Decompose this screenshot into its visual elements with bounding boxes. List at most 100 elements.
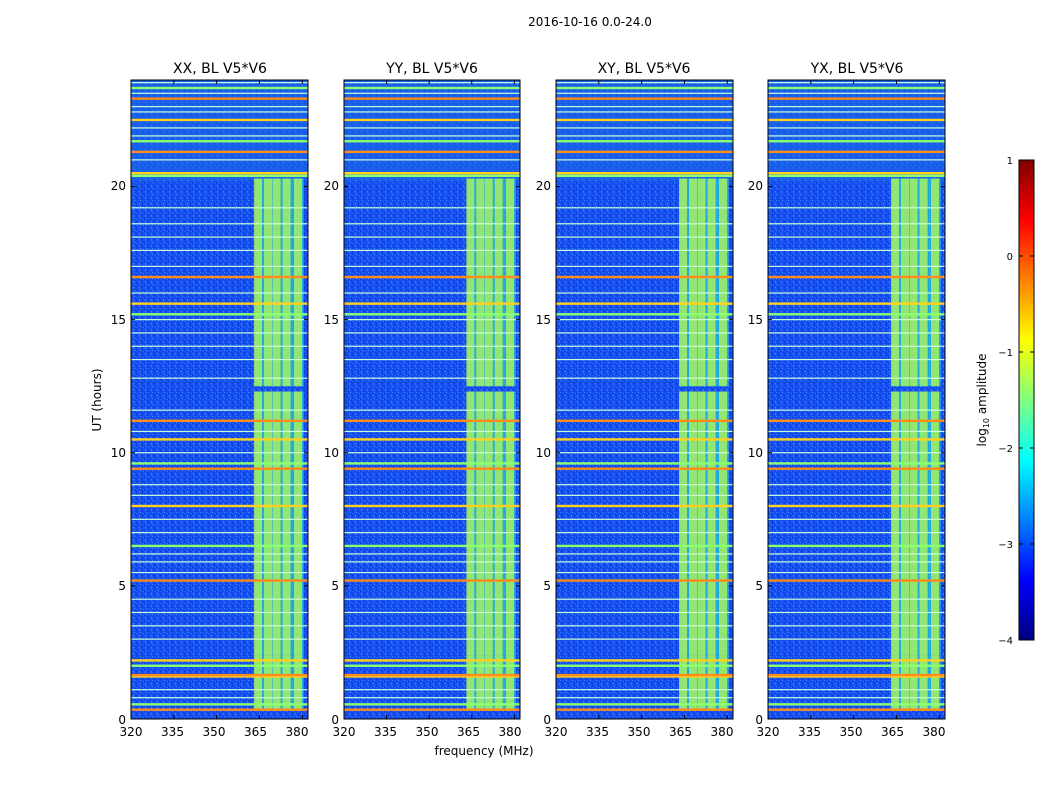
flag-line bbox=[556, 689, 733, 691]
rfi-channel bbox=[891, 391, 900, 656]
flag-line bbox=[344, 553, 520, 555]
bright-line bbox=[131, 118, 308, 122]
rfi-channel bbox=[901, 391, 910, 656]
rfi-channel bbox=[931, 655, 940, 712]
bright-line bbox=[131, 419, 308, 422]
bright-line bbox=[768, 140, 945, 143]
flag-line bbox=[131, 625, 308, 627]
colorbar-tick-label: −4 bbox=[998, 636, 1013, 647]
flag-line bbox=[556, 484, 733, 486]
flag-line bbox=[344, 345, 520, 347]
colorbar: 1 0 −1 −2 −3 −4 log10 amplitude bbox=[975, 156, 1035, 647]
rfi-channel bbox=[494, 178, 503, 387]
flag-line bbox=[344, 484, 520, 486]
flag-line bbox=[344, 265, 520, 267]
y-tick-label: 15 bbox=[324, 313, 339, 327]
rfi-channel bbox=[282, 391, 291, 656]
rfi-channel bbox=[707, 655, 716, 712]
flag-line bbox=[131, 452, 308, 454]
bright-line bbox=[131, 544, 308, 548]
bright-line bbox=[556, 118, 733, 122]
y-tick-label: 0 bbox=[118, 713, 126, 727]
bright-line bbox=[131, 703, 308, 706]
flag-line bbox=[768, 82, 945, 84]
flag-line bbox=[131, 292, 308, 294]
bright-line bbox=[768, 174, 945, 178]
bright-line bbox=[344, 86, 520, 90]
bright-line bbox=[344, 462, 520, 465]
flag-line bbox=[131, 518, 308, 520]
rfi-channel bbox=[294, 655, 303, 712]
rfi-channel bbox=[484, 655, 493, 712]
flag-line bbox=[131, 571, 308, 574]
bright-line bbox=[556, 703, 733, 706]
y-tick-label: 20 bbox=[536, 179, 551, 193]
bright-line bbox=[131, 302, 308, 305]
x-tick-label: 380 bbox=[499, 725, 522, 739]
flag-line bbox=[556, 377, 733, 379]
bright-line bbox=[556, 150, 733, 154]
rfi-channel bbox=[254, 178, 263, 387]
flag-line bbox=[556, 452, 733, 454]
bright-line bbox=[556, 664, 733, 667]
flag-line bbox=[768, 494, 945, 496]
flag-line bbox=[768, 518, 945, 520]
flag-line bbox=[556, 223, 733, 225]
bright-line bbox=[344, 150, 520, 154]
flag-line bbox=[344, 638, 520, 640]
flag-line bbox=[344, 571, 520, 574]
bright-line bbox=[556, 302, 733, 305]
bright-line bbox=[131, 462, 308, 465]
flag-line bbox=[556, 106, 733, 108]
x-tick-label: 365 bbox=[244, 725, 267, 739]
flag-line bbox=[556, 345, 733, 347]
flagged-block bbox=[556, 80, 733, 182]
rfi-channel bbox=[294, 391, 303, 656]
flag-line bbox=[768, 571, 945, 574]
bright-line bbox=[768, 467, 945, 470]
rfi-channel bbox=[254, 391, 263, 656]
bright-line bbox=[344, 673, 520, 677]
plot-frame bbox=[130, 79, 309, 720]
bright-line bbox=[768, 675, 945, 678]
flag-line bbox=[556, 409, 733, 411]
x-tick-label: 380 bbox=[711, 725, 734, 739]
panel-xx: XX, BL V5*V6 320 335 350 365 380 0 5 10 15 20 bbox=[111, 61, 309, 739]
bright-line bbox=[556, 467, 733, 470]
x-tick-label: 335 bbox=[586, 725, 609, 739]
flag-line bbox=[344, 409, 520, 411]
flagged-block bbox=[131, 80, 308, 182]
bright-line bbox=[131, 174, 308, 178]
y-tick-label: 5 bbox=[755, 579, 763, 593]
colorbar-tick-label: −2 bbox=[998, 444, 1013, 455]
flag-line bbox=[131, 697, 308, 699]
x-tick-label: 335 bbox=[798, 725, 821, 739]
bright-line bbox=[131, 171, 308, 175]
rfi-channel bbox=[679, 655, 688, 712]
rfi-channel bbox=[272, 178, 281, 387]
flag-line bbox=[556, 236, 733, 238]
bright-line bbox=[131, 86, 308, 90]
rfi-channel bbox=[282, 178, 291, 387]
plot-frame bbox=[767, 79, 946, 720]
rfi-channel bbox=[272, 655, 281, 712]
flag-line bbox=[131, 319, 308, 321]
flag-line bbox=[768, 249, 945, 251]
flag-line bbox=[768, 625, 945, 627]
y-tick-label: 0 bbox=[331, 713, 339, 727]
flag-line bbox=[344, 127, 520, 129]
flag-line bbox=[768, 236, 945, 238]
flag-line bbox=[556, 135, 733, 137]
flag-line bbox=[556, 292, 733, 294]
bright-line bbox=[768, 673, 945, 677]
flagged-block bbox=[768, 80, 945, 182]
flag-line bbox=[768, 377, 945, 379]
flag-line bbox=[768, 611, 945, 614]
bright-line bbox=[556, 462, 733, 465]
bright-line bbox=[344, 174, 520, 178]
rfi-channel bbox=[476, 178, 485, 387]
rfi-channel bbox=[719, 391, 728, 656]
y-tick-label: 0 bbox=[543, 713, 551, 727]
rfi-channel bbox=[272, 391, 281, 656]
rfi-channel bbox=[264, 391, 273, 656]
